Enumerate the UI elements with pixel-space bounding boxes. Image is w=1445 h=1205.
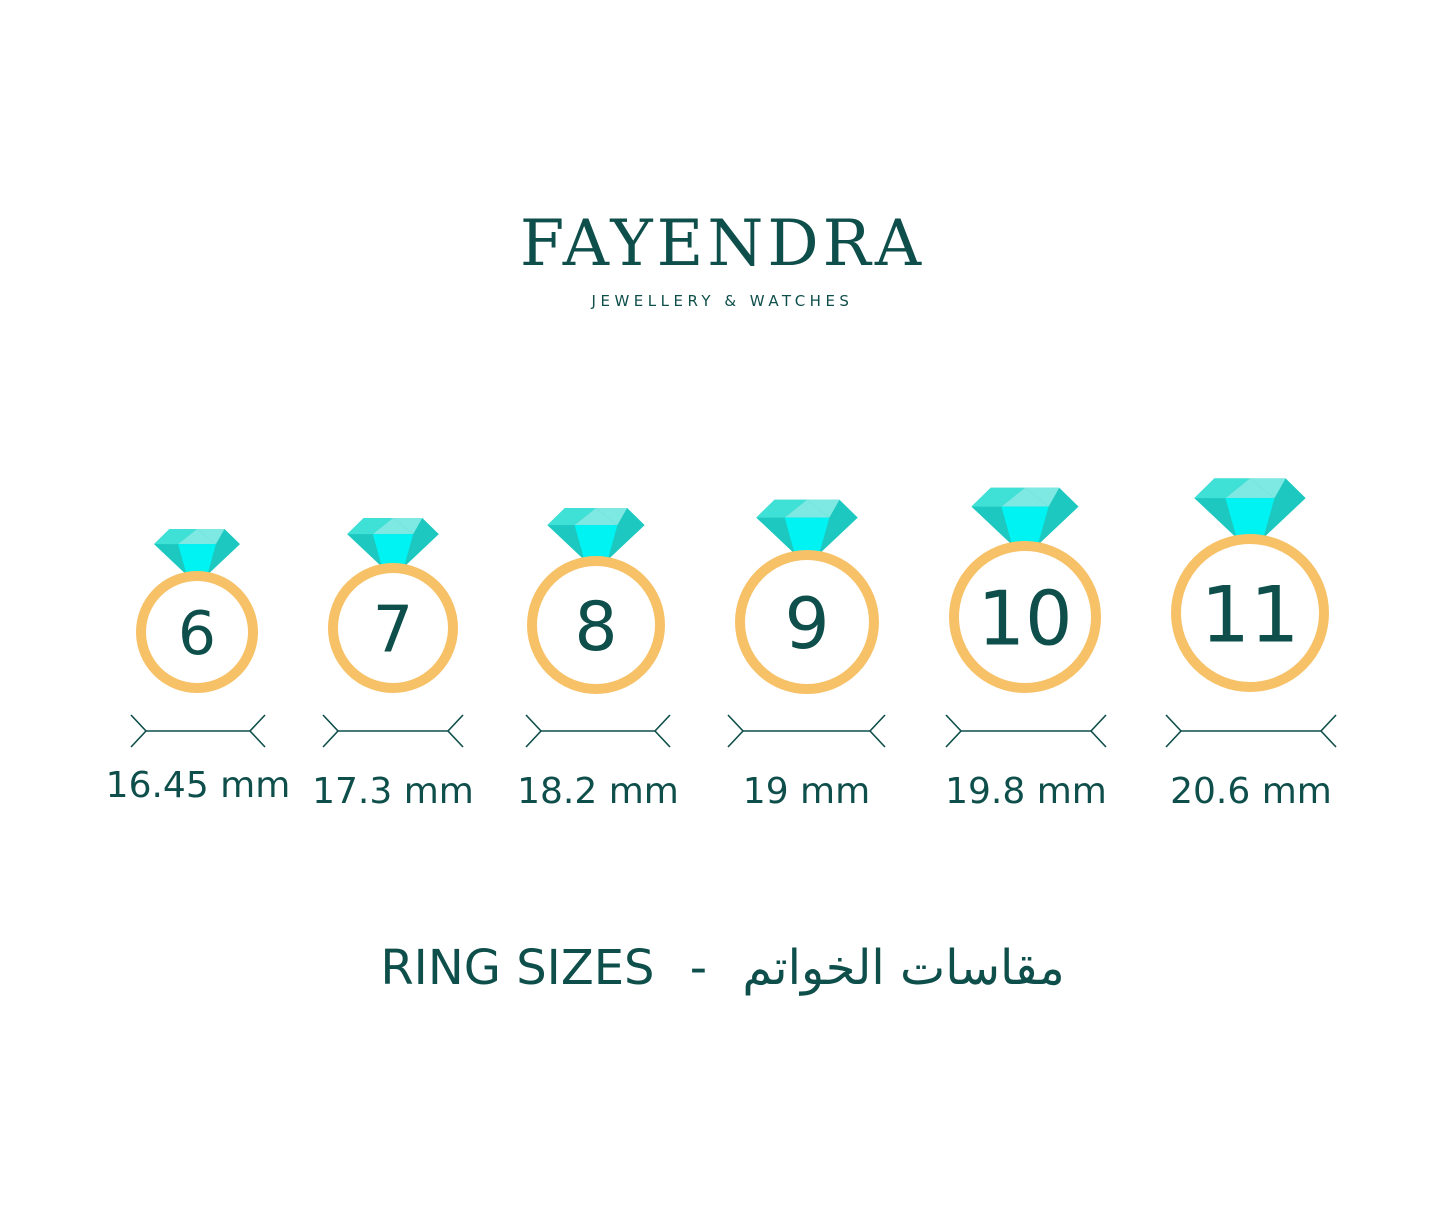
diamond-facet: [1194, 478, 1250, 499]
diamond-facet: [596, 507, 628, 526]
diamond-facet: [971, 487, 1025, 507]
diameter-arrow: [1165, 714, 1337, 748]
footer-arabic: مقاسات الخواتم: [742, 940, 1065, 996]
arrow-left-end: [727, 714, 745, 748]
ring-diameter-label: 19.8 mm: [945, 771, 1107, 812]
diamond-facet: [784, 517, 830, 554]
ring-size-11: 11 20.6 mm: [1165, 478, 1337, 812]
arrow-right-end: [868, 714, 886, 748]
brand-logo: FAYENDRA JEWELLERY & WATCHES: [0, 212, 1445, 310]
footer-separator: -: [689, 940, 708, 996]
diamond-facet: [574, 525, 618, 560]
ring-size-8: 8 18.2 mm: [517, 507, 679, 812]
ring-diameter-label: 18.2 mm: [517, 771, 679, 812]
arrow-right-end: [446, 714, 464, 748]
arrow-left-end: [130, 714, 148, 748]
diameter-arrow: [130, 714, 266, 748]
diamond-facet: [393, 517, 423, 535]
diameter-arrow: [945, 714, 1107, 748]
arrow-right-end: [248, 714, 266, 748]
diamond-facet: [347, 517, 393, 535]
brand-name: FAYENDRA: [519, 207, 926, 281]
diamond-facet: [178, 529, 216, 545]
arrow-left-end: [322, 714, 340, 748]
diamond-facet: [197, 529, 225, 545]
diameter-arrow: [322, 714, 464, 748]
diamond-facet: [1225, 498, 1275, 538]
ring-band: [328, 563, 458, 693]
arrow-right-end: [1089, 714, 1107, 748]
diamond-facet: [1001, 506, 1049, 545]
ring-size-7: 7 17.3 mm: [312, 517, 474, 812]
ring-band: [136, 571, 258, 693]
diamond-icon: [1194, 478, 1306, 538]
ring-size-number: 10: [977, 575, 1072, 662]
ring-band: [949, 541, 1101, 693]
ring-size-number: 9: [784, 582, 829, 665]
diamond-icon: [347, 517, 439, 567]
diamond-facet: [1001, 487, 1049, 507]
diamond-facet: [178, 544, 216, 575]
ring-size-9: 9 19 mm: [727, 499, 886, 812]
ring-size-6: 6 16.45 mm: [106, 529, 291, 806]
footer-title: RING SIZES - مقاسات الخواتم: [0, 940, 1445, 996]
ring-diameter-label: 17.3 mm: [312, 771, 474, 812]
diamond-facet: [574, 507, 618, 526]
diamond-facet: [372, 517, 414, 535]
ring-size-number: 6: [178, 599, 216, 669]
footer-english: RING SIZES: [380, 940, 655, 996]
diamond-icon: [756, 499, 858, 554]
ring-band: [527, 556, 665, 694]
diamond-facet: [807, 499, 840, 518]
diamond-icon: [547, 507, 645, 560]
diamond-icon: [971, 487, 1079, 545]
ring-diameter-label: 16.45 mm: [106, 765, 291, 806]
ring-size-10: 10 19.8 mm: [945, 487, 1107, 812]
diamond-facet: [1225, 478, 1275, 499]
arrow-left-end: [1165, 714, 1183, 748]
arrow-right-end: [1319, 714, 1337, 748]
arrow-left-end: [525, 714, 543, 748]
ring-diameter-label: 19 mm: [743, 771, 870, 812]
diamond-facet: [1250, 478, 1286, 499]
diamond-facet: [784, 499, 830, 518]
ring-diameter-label: 20.6 mm: [1170, 771, 1332, 812]
diamond-icon: [154, 529, 240, 575]
brand-tagline: JEWELLERY & WATCHES: [591, 292, 854, 310]
diamond-facet: [372, 534, 414, 567]
diameter-arrow: [727, 714, 886, 748]
diameter-arrow: [525, 714, 671, 748]
ring-size-number: 11: [1201, 570, 1300, 660]
ring-size-number: 8: [574, 588, 617, 667]
ring-band: [735, 550, 879, 694]
diamond-facet: [756, 499, 807, 518]
arrow-left-end: [945, 714, 963, 748]
ring-size-number: 7: [373, 593, 414, 667]
diamond-facet: [154, 529, 197, 545]
diamond-facet: [1025, 487, 1060, 507]
arrow-right-end: [653, 714, 671, 748]
ring-band: [1171, 534, 1329, 692]
diamond-facet: [547, 507, 596, 526]
